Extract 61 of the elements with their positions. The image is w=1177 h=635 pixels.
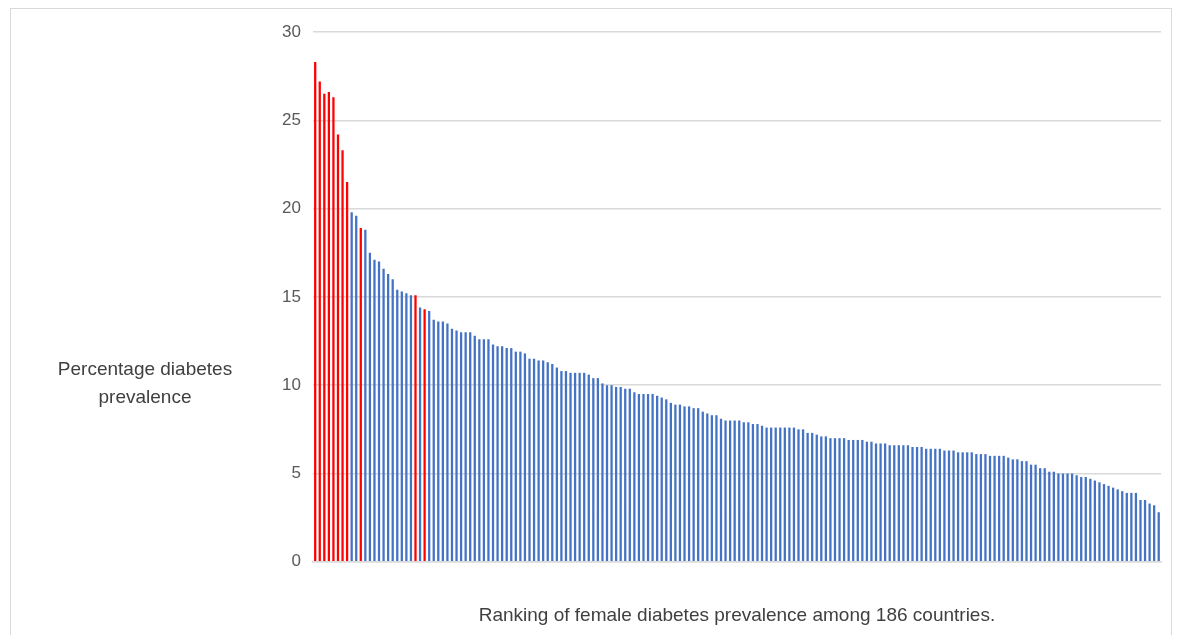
- bar: [423, 309, 426, 562]
- bar: [487, 339, 490, 562]
- bar: [1139, 499, 1142, 562]
- y-tick-label: 5: [291, 463, 301, 483]
- bar: [952, 450, 955, 562]
- bar: [1025, 461, 1028, 562]
- bar: [642, 394, 645, 562]
- bar: [920, 447, 923, 562]
- bar: [879, 443, 882, 562]
- bar: [724, 420, 727, 562]
- bar: [765, 427, 768, 562]
- y-axis-title: Percentage diabetes prevalence: [56, 357, 234, 409]
- bar: [373, 259, 376, 562]
- bar: [414, 295, 417, 562]
- bar: [633, 392, 636, 562]
- bar: [683, 406, 686, 562]
- y-tick-label: 10: [281, 374, 301, 394]
- bar: [943, 450, 946, 562]
- bar: [1098, 482, 1101, 562]
- bar: [496, 346, 499, 562]
- bar: [1066, 473, 1069, 562]
- bar: [446, 323, 449, 562]
- bar: [1057, 473, 1060, 562]
- bar: [382, 268, 385, 562]
- bar: [601, 383, 604, 562]
- bar: [651, 394, 654, 562]
- bar: [332, 97, 335, 562]
- bar: [1034, 464, 1037, 562]
- y-tick-label: 25: [281, 109, 301, 129]
- bar: [610, 385, 613, 562]
- x-axis-title: Ranking of female diabetes prevalence among 186 countries.: [478, 603, 996, 625]
- bar: [1148, 503, 1151, 562]
- bar: [692, 408, 695, 562]
- bar: [1107, 485, 1110, 562]
- bar: [806, 432, 809, 562]
- bar: [537, 360, 540, 562]
- bar: [756, 424, 759, 562]
- y-tick-label: 30: [281, 21, 301, 41]
- y-tick-label: 20: [281, 198, 301, 218]
- bar: [1130, 492, 1133, 562]
- bar: [1016, 459, 1019, 562]
- bar: [519, 351, 522, 562]
- bar: [405, 293, 408, 562]
- bar: [911, 447, 914, 562]
- bar: [902, 445, 905, 562]
- bar: [715, 415, 718, 562]
- y-tick-label: 15: [281, 286, 301, 306]
- bar: [455, 330, 458, 562]
- bar: [838, 438, 841, 562]
- y-tick-label: 0: [291, 551, 301, 571]
- bar: [829, 438, 832, 562]
- bar: [341, 150, 344, 562]
- bar: [569, 372, 572, 562]
- bar: [984, 454, 987, 562]
- bar: [528, 358, 531, 562]
- bar: [560, 371, 563, 562]
- bar: [788, 427, 791, 562]
- bar: [993, 455, 996, 562]
- bar: [674, 404, 677, 562]
- bar: [870, 441, 873, 562]
- bar: [797, 429, 800, 562]
